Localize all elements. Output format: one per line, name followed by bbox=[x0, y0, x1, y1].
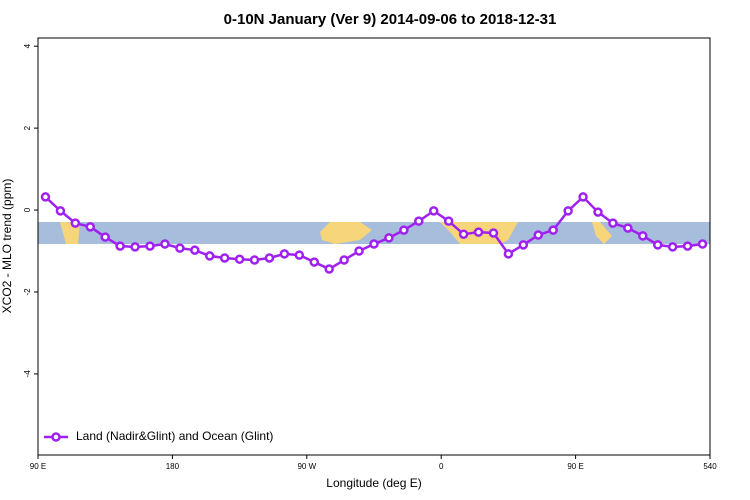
data-point bbox=[175, 243, 185, 253]
data-point bbox=[548, 225, 558, 235]
data-point bbox=[443, 216, 454, 226]
data-point bbox=[40, 192, 51, 202]
y-tick-label: 4 bbox=[23, 43, 32, 48]
data-point bbox=[55, 206, 66, 216]
x-tick-label: 0 bbox=[439, 462, 444, 471]
data-point bbox=[593, 207, 603, 217]
data-point bbox=[369, 239, 379, 249]
x-tick-label: 90 W bbox=[297, 462, 316, 471]
data-point bbox=[428, 206, 439, 216]
data-point bbox=[354, 246, 364, 256]
chart-title: 0-10N January (Ver 9) 2014-09-06 to 2018… bbox=[224, 11, 557, 28]
x-axis-label: Longitude (deg E) bbox=[326, 476, 421, 490]
data-point bbox=[667, 242, 678, 252]
data-point bbox=[264, 253, 275, 263]
data-point bbox=[682, 241, 693, 251]
data-point bbox=[70, 218, 81, 228]
legend-marker bbox=[51, 432, 61, 442]
y-axis-label: XCO2 - MLO trend (ppm) bbox=[0, 179, 14, 314]
x-tick-label: 540 bbox=[703, 462, 717, 471]
data-point bbox=[488, 228, 499, 238]
data-point bbox=[578, 192, 588, 202]
data-point bbox=[294, 250, 305, 260]
data-point bbox=[503, 249, 514, 259]
data-point bbox=[279, 249, 290, 259]
data-point bbox=[384, 233, 394, 243]
data-point bbox=[623, 223, 633, 233]
data-point bbox=[458, 229, 469, 239]
data-point bbox=[219, 253, 230, 263]
data-point bbox=[473, 227, 484, 237]
data-point bbox=[414, 216, 424, 226]
data-point bbox=[309, 257, 320, 267]
data-point bbox=[190, 245, 200, 255]
x-tick-label: 90 E bbox=[30, 462, 46, 471]
plot-frame bbox=[37, 37, 711, 456]
data-point bbox=[100, 232, 110, 242]
x-tick-label: 90 E bbox=[567, 462, 583, 471]
data-point bbox=[339, 255, 349, 265]
y-tick-label: 2 bbox=[23, 125, 32, 130]
data-point bbox=[638, 231, 648, 241]
y-tick-label: 0 bbox=[23, 207, 32, 212]
data-point bbox=[115, 241, 125, 251]
data-point bbox=[563, 206, 573, 216]
data-point bbox=[324, 264, 334, 274]
y-tick-label: -4 bbox=[23, 370, 32, 378]
data-point bbox=[234, 254, 245, 264]
data-point bbox=[533, 230, 544, 240]
data-point bbox=[145, 241, 155, 251]
y-tick-label: -2 bbox=[23, 288, 32, 296]
data-point bbox=[697, 239, 708, 249]
data-point bbox=[160, 239, 170, 249]
data-point bbox=[518, 240, 529, 250]
data-point bbox=[85, 222, 96, 232]
data-point bbox=[204, 251, 215, 261]
data-point bbox=[249, 255, 260, 265]
legend-label: Land (Nadir&Glint) and Ocean (Glint) bbox=[76, 429, 273, 443]
data-point bbox=[399, 225, 409, 235]
data-point bbox=[608, 218, 618, 228]
x-tick-label: 180 bbox=[166, 462, 180, 471]
data-point bbox=[130, 242, 140, 252]
data-point bbox=[652, 240, 663, 250]
